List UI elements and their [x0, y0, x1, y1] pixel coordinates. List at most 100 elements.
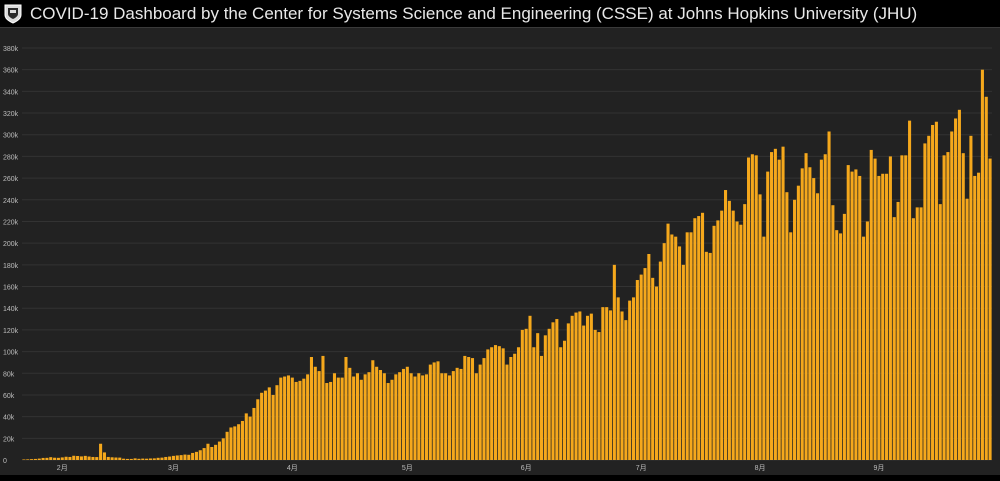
bar[interactable]	[835, 230, 839, 460]
bar[interactable]	[317, 371, 321, 460]
bar[interactable]	[873, 158, 877, 460]
bar[interactable]	[141, 458, 145, 460]
bar[interactable]	[114, 457, 118, 460]
bar[interactable]	[340, 377, 344, 460]
bar[interactable]	[490, 347, 494, 460]
bar[interactable]	[931, 124, 935, 460]
bar[interactable]	[777, 159, 781, 461]
bar[interactable]	[413, 376, 417, 460]
bar[interactable]	[363, 374, 367, 460]
bar[interactable]	[168, 456, 172, 460]
bar[interactable]	[727, 200, 731, 460]
bar[interactable]	[156, 457, 160, 460]
bar[interactable]	[842, 213, 846, 460]
bar[interactable]	[45, 457, 49, 460]
bar[interactable]	[923, 143, 927, 460]
bar[interactable]	[720, 210, 724, 460]
bar[interactable]	[593, 329, 597, 460]
bar[interactable]	[839, 233, 843, 460]
bar[interactable]	[260, 392, 264, 460]
bar[interactable]	[436, 361, 440, 460]
bar[interactable]	[321, 355, 325, 460]
bar[interactable]	[348, 367, 352, 460]
bar[interactable]	[651, 277, 655, 460]
bar[interactable]	[543, 335, 547, 460]
bar[interactable]	[946, 152, 950, 460]
bar[interactable]	[386, 383, 390, 460]
bar[interactable]	[497, 346, 501, 460]
bar[interactable]	[221, 438, 225, 460]
bar[interactable]	[578, 311, 582, 460]
bar[interactable]	[704, 251, 708, 460]
bar[interactable]	[33, 458, 37, 460]
bar[interactable]	[858, 175, 862, 460]
bar[interactable]	[467, 357, 471, 460]
bar[interactable]	[977, 172, 981, 460]
bar[interactable]	[252, 407, 256, 460]
bar[interactable]	[754, 155, 758, 460]
bar[interactable]	[463, 355, 467, 460]
bar[interactable]	[850, 171, 854, 460]
bar[interactable]	[988, 158, 992, 460]
bar[interactable]	[83, 455, 87, 460]
bar[interactable]	[355, 373, 360, 460]
bar[interactable]	[95, 457, 99, 460]
bar[interactable]	[582, 325, 586, 460]
bar[interactable]	[191, 452, 195, 460]
bar[interactable]	[631, 297, 636, 460]
bar[interactable]	[961, 153, 965, 461]
bar[interactable]	[72, 455, 76, 460]
bar[interactable]	[187, 454, 191, 460]
bar[interactable]	[309, 357, 313, 460]
bar[interactable]	[712, 225, 716, 460]
bar[interactable]	[612, 264, 616, 460]
bar[interactable]	[428, 364, 432, 460]
bar[interactable]	[896, 201, 900, 460]
bar[interactable]	[984, 96, 988, 460]
bar[interactable]	[424, 374, 429, 460]
bar[interactable]	[137, 458, 141, 460]
bar[interactable]	[367, 372, 371, 460]
bar[interactable]	[336, 377, 340, 460]
bar[interactable]	[812, 178, 816, 461]
bar[interactable]	[823, 154, 827, 460]
bar[interactable]	[954, 118, 958, 460]
bar[interactable]	[352, 376, 356, 460]
bar[interactable]	[451, 371, 455, 460]
bar[interactable]	[965, 198, 969, 460]
bar[interactable]	[505, 364, 509, 460]
bar[interactable]	[597, 332, 601, 460]
bar[interactable]	[233, 426, 237, 460]
bar[interactable]	[26, 459, 30, 460]
bar[interactable]	[689, 232, 693, 460]
bar[interactable]	[229, 427, 233, 460]
bar[interactable]	[827, 131, 831, 460]
bar[interactable]	[750, 154, 754, 460]
bar[interactable]	[555, 319, 559, 460]
bar[interactable]	[900, 155, 904, 460]
bar[interactable]	[973, 175, 977, 460]
bar[interactable]	[562, 340, 567, 460]
bar[interactable]	[934, 121, 938, 460]
bar[interactable]	[183, 454, 187, 460]
bar[interactable]	[145, 458, 149, 460]
bar[interactable]	[796, 185, 800, 460]
bar[interactable]	[30, 459, 34, 460]
bar[interactable]	[816, 193, 820, 460]
bar[interactable]	[654, 286, 659, 460]
bar[interactable]	[99, 443, 103, 460]
bar[interactable]	[566, 323, 570, 460]
bar[interactable]	[118, 457, 122, 460]
bar[interactable]	[674, 236, 678, 460]
bar[interactable]	[647, 254, 651, 460]
bar[interactable]	[731, 210, 735, 460]
bar[interactable]	[49, 457, 53, 460]
bar[interactable]	[708, 252, 712, 460]
bar[interactable]	[179, 455, 183, 460]
bar[interactable]	[919, 207, 923, 460]
bar[interactable]	[885, 173, 889, 460]
bar[interactable]	[585, 315, 590, 460]
bar[interactable]	[148, 458, 152, 460]
bar[interactable]	[237, 424, 241, 460]
bar[interactable]	[106, 456, 110, 460]
